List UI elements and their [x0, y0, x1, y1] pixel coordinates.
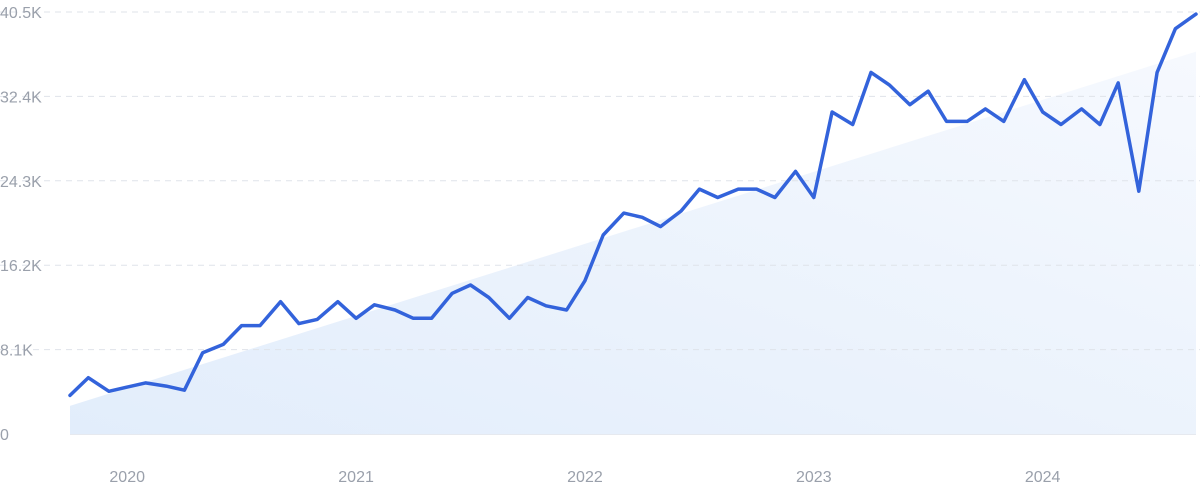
- y-tick-label: 16.2K: [0, 258, 42, 275]
- y-tick-label: 32.4K: [0, 89, 42, 106]
- x-tick-label: 2023: [796, 469, 832, 486]
- trend-area: [70, 51, 1196, 434]
- y-tick-label: 40.5K: [0, 5, 42, 22]
- y-tick-label: 24.3K: [0, 174, 42, 191]
- x-tick-label: 2020: [109, 469, 145, 486]
- series-layer: [68, 12, 1198, 398]
- trend-area-layer: [70, 51, 1196, 434]
- y-tick-label: 0: [0, 427, 9, 444]
- x-tick-label: 2022: [567, 469, 603, 486]
- y-tick-label: 8.1K: [0, 343, 33, 360]
- series-line: [68, 12, 1198, 398]
- x-tick-label: 2021: [338, 469, 374, 486]
- x-tick-label: 2024: [1025, 469, 1061, 486]
- axes: 2020 2021 2022 2023 2024: [70, 434, 1196, 486]
- gridlines: 0 8.1K 16.2K 24.3K 32.4K 40.5K: [0, 5, 1200, 444]
